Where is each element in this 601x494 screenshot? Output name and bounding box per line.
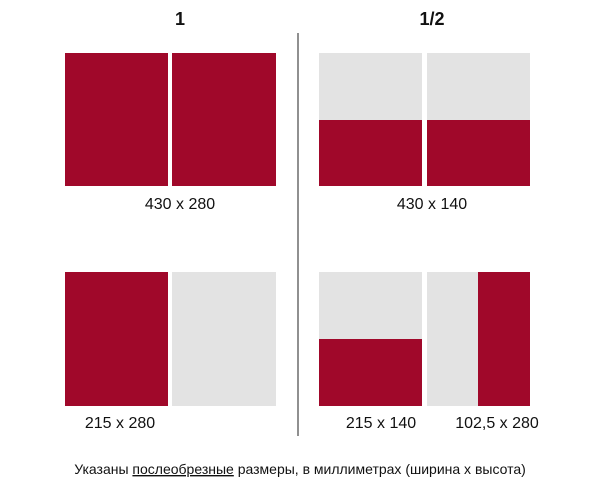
caption: Указаны послеобрезные размеры, в миллиме… [74, 461, 526, 477]
page-area [65, 53, 168, 186]
ad-area [65, 272, 168, 406]
page [172, 272, 276, 406]
heading: 1/2 [419, 9, 444, 29]
size-label: 215 x 280 [85, 415, 155, 432]
caption-text: размеры, в миллиметрах (ширина х высота) [234, 461, 526, 477]
caption-underlined: послеобрезные [132, 461, 234, 477]
size-label: 215 x 140 [346, 415, 416, 432]
size-label: 430 x 140 [397, 196, 467, 213]
caption-text: Указаны [74, 461, 132, 477]
page-area [172, 53, 276, 186]
size-label: 430 x 280 [145, 196, 215, 213]
heading: 1 [175, 9, 185, 29]
ad-area [478, 272, 530, 406]
ad-area [319, 120, 422, 186]
ad-area [427, 120, 530, 186]
size-label: 102,5 x 280 [455, 415, 539, 432]
ad-area [319, 339, 422, 406]
